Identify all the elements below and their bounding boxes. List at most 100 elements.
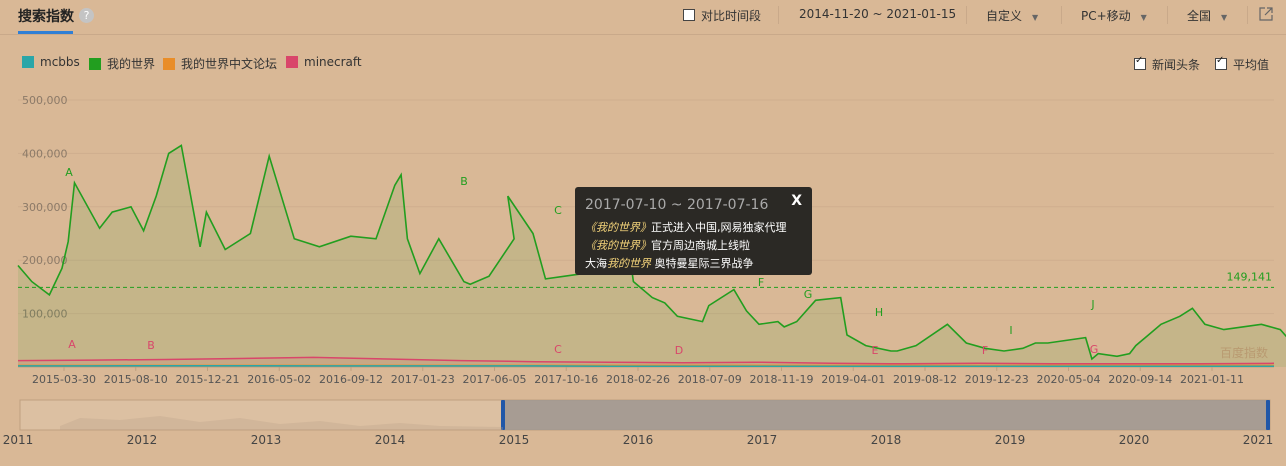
legend-label: 我的世界中文论坛 <box>181 57 278 71</box>
navigator-left-handle[interactable] <box>501 400 505 430</box>
navigator-year-label: 2021 <box>1243 433 1274 447</box>
divider <box>1247 6 1248 24</box>
x-tick-label: 2019-12-23 <box>965 373 1029 386</box>
legend-label: mcbbs <box>40 55 80 69</box>
legend-label: minecraft <box>304 55 362 69</box>
news-marker-I[interactable]: I <box>1009 324 1012 337</box>
chevron-down-icon: ▼ <box>1140 13 1147 22</box>
legend-item-wodeshijie[interactable]: 我的世界 <box>89 55 155 72</box>
series-minecraft-area <box>18 357 1274 367</box>
x-tick-label: 2020-09-14 <box>1108 373 1172 386</box>
chevron-down-icon: ▼ <box>1032 13 1039 22</box>
custom-range-label: 自定义 <box>986 9 1023 23</box>
x-tick-label: 2016-09-12 <box>319 373 383 386</box>
x-tick-label: 2019-08-12 <box>893 373 957 386</box>
custom-range-dropdown[interactable]: 自定义 ▼ <box>986 7 1038 24</box>
news-marker-red-F[interactable]: F <box>982 344 988 357</box>
x-tick-label: 2015-12-21 <box>176 373 240 386</box>
news-marker-G[interactable]: G <box>804 288 813 301</box>
legend-swatch <box>22 56 34 68</box>
news-marker-red-B[interactable]: B <box>147 339 155 352</box>
x-tick-label: 2018-07-09 <box>678 373 742 386</box>
navigator-year-label: 2015 <box>499 433 530 447</box>
x-tick-label: 2018-11-19 <box>750 373 814 386</box>
legend-swatch <box>89 58 101 70</box>
checkbox-icon[interactable] <box>683 9 695 21</box>
series-minecraft-line[interactable] <box>17 356 1275 365</box>
chevron-down-icon: ▼ <box>1221 13 1228 22</box>
y-tick-label: 500,000 <box>22 94 68 107</box>
navigator-year-label: 2012 <box>127 433 158 447</box>
y-tick-label: 400,000 <box>22 147 68 160</box>
news-marker-red-G[interactable]: G <box>1090 343 1099 356</box>
compare-period-toggle[interactable]: 对比时间段 <box>683 7 761 24</box>
page-title[interactable]: 搜索指数 <box>18 9 74 25</box>
x-tick-label: 2017-01-23 <box>391 373 455 386</box>
navigator-year-label: 2013 <box>251 433 282 447</box>
y-tick-label: 100,000 <box>22 308 68 321</box>
news-marker-H[interactable]: H <box>875 306 883 319</box>
compare-period-label: 对比时间段 <box>701 9 762 23</box>
news-marker-B[interactable]: B <box>460 175 468 188</box>
legend-item-luntan[interactable]: 我的世界中文论坛 <box>163 55 277 72</box>
divider <box>966 6 967 24</box>
news-marker-red-A[interactable]: A <box>68 338 76 351</box>
checkbox-icon[interactable] <box>1134 55 1146 70</box>
device-label: PC+移动 <box>1081 9 1131 23</box>
x-tick-label: 2017-10-16 <box>534 373 598 386</box>
navigator-year-label: 2020 <box>1119 433 1150 447</box>
region-label: 全国 <box>1187 9 1212 23</box>
tooltip-news-item[interactable]: 大海我的世界 奥特曼星际三界战争 <box>585 257 754 270</box>
legend-item-minecraft[interactable]: minecraft <box>286 55 362 69</box>
x-tick-label: 2018-02-26 <box>606 373 670 386</box>
x-tick-label: 2016-05-02 <box>247 373 311 386</box>
close-icon[interactable]: X <box>791 193 802 209</box>
time-navigator[interactable]: 2011 2012 2013 2014 2015 2016 2017 2018 2019 2020… <box>0 396 1286 466</box>
news-marker-C[interactable]: C <box>554 204 562 217</box>
x-tick-label: 2015-08-10 <box>104 373 168 386</box>
navigator-year-label: 2011 <box>3 433 34 447</box>
tooltip-news-item[interactable]: 《我的世界》官方周边商城上线啦 <box>585 239 750 252</box>
news-marker-J[interactable]: J <box>1090 298 1094 311</box>
navigator-year-label: 2018 <box>871 433 902 447</box>
y-tick-label: 300,000 <box>22 201 68 214</box>
average-toggle[interactable]: 平均值 <box>1215 55 1270 73</box>
tooltip-news-item[interactable]: 《我的世界》正式进入中国,网易独家代理 <box>585 221 787 234</box>
series-mcbbs-line[interactable] <box>18 364 1274 367</box>
device-dropdown[interactable]: PC+移动 ▼ <box>1081 7 1147 24</box>
x-tick-label: 2019-04-01 <box>821 373 885 386</box>
region-dropdown[interactable]: 全国 ▼ <box>1187 7 1227 24</box>
news-marker-red-C[interactable]: C <box>554 343 562 356</box>
news-marker-red-E[interactable]: E <box>872 344 879 357</box>
question-icon[interactable]: ? <box>79 8 94 23</box>
navigator-mini-area <box>60 416 503 430</box>
navigator-year-label: 2019 <box>995 433 1026 447</box>
divider <box>1167 6 1168 24</box>
navigator-right-handle[interactable] <box>1266 400 1270 430</box>
divider <box>778 6 779 24</box>
external-link-icon[interactable] <box>1259 6 1273 25</box>
average-label: 平均值 <box>1233 58 1270 72</box>
legend-label: 我的世界 <box>107 57 156 71</box>
news-headline-label: 新闻头条 <box>1152 58 1201 72</box>
navigator-year-label: 2017 <box>747 433 778 447</box>
x-tick-label: 2017-06-05 <box>463 373 527 386</box>
navigator-selection[interactable] <box>503 400 1270 430</box>
series-wodeshijie-line[interactable] <box>17 144 1286 361</box>
news-tooltip: 2017-07-10 ~ 2017-07-16 X 《我的世界》正式进入中国,网… <box>575 187 812 275</box>
average-value-label: 149,141 <box>1227 270 1273 283</box>
legend-swatch <box>163 58 175 70</box>
news-marker-red-D[interactable]: D <box>675 344 683 357</box>
news-headline-toggle[interactable]: 新闻头条 <box>1134 55 1201 73</box>
legend-swatch <box>286 56 298 68</box>
series-wodeshijie-area <box>18 145 1286 367</box>
checkbox-icon[interactable] <box>1215 55 1227 70</box>
x-tick-label: 2015-03-30 <box>32 373 96 386</box>
header-bar: 搜索指数 ? 对比时间段 2014-11-20 ~ 2021-01-15 自定义… <box>0 0 1286 35</box>
x-tick-label: 2020-05-04 <box>1037 373 1101 386</box>
legend-item-mcbbs[interactable]: mcbbs <box>22 55 80 69</box>
news-marker-F[interactable]: F <box>758 276 764 289</box>
news-marker-A[interactable]: A <box>65 166 73 179</box>
date-range-display[interactable]: 2014-11-20 ~ 2021-01-15 <box>799 7 957 21</box>
navigator-year-label: 2014 <box>375 433 406 447</box>
